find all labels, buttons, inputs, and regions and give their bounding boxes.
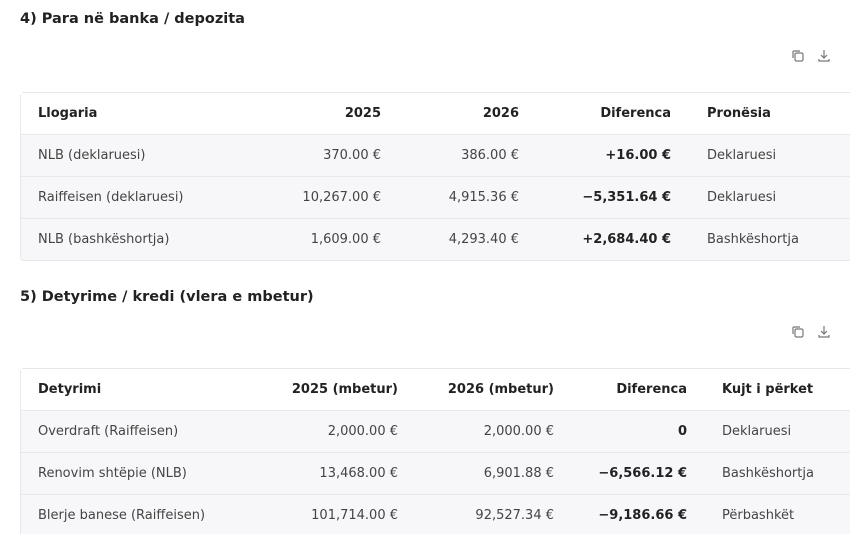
- download-icon[interactable]: [816, 48, 832, 64]
- column-header: Llogaria: [38, 106, 98, 121]
- table: Llogaria 2025 2026 Diferenca Pronësia NLB (de…: [20, 92, 850, 261]
- table-cell: 10,267.00 €: [302, 190, 381, 205]
- column-header: Diferenca: [600, 106, 671, 121]
- table-cell: 101,714.00 €: [311, 508, 398, 523]
- table-cell: 1,609.00 €: [310, 232, 381, 247]
- column-header: 2025: [344, 106, 381, 121]
- header-row: Detyrimi 2025 (mbetur) 2026 (mbetur) Difere…: [21, 369, 850, 410]
- table-cell: Deklaruesi: [722, 424, 792, 439]
- table-cell: 0: [677, 424, 687, 439]
- column-header: 2026 (mbetur): [447, 382, 554, 397]
- table-row: Overdraft (Raiffeisen) 2,000.00 € 2,000.00…: [21, 410, 850, 452]
- table-cell: Bashkëshortja: [707, 232, 799, 247]
- table-cell: 386.00 €: [461, 148, 519, 163]
- section-title: 5) Detyrime / kredi (vlera e mbetur): [20, 289, 314, 305]
- table-cell: 370.00 €: [323, 148, 381, 163]
- column-header: Diferenca: [616, 382, 687, 397]
- copy-icon[interactable]: [790, 48, 806, 64]
- toolbar: [790, 324, 850, 344]
- table-row: Raiffeisen (deklaruesi) 10,267.00 € 4,915.…: [21, 176, 850, 218]
- table: Detyrimi 2025 (mbetur) 2026 (mbetur) Difere…: [20, 368, 850, 534]
- column-header: Detyrimi: [38, 382, 102, 397]
- download-icon[interactable]: [816, 324, 832, 340]
- table-cell: NLB (deklaruesi): [38, 148, 146, 163]
- column-header: Kujt i përket: [722, 382, 814, 397]
- table-cell: −5,351.64 €: [582, 190, 671, 205]
- table-row: NLB (deklaruesi) 370.00 € 386.00 € +16.00 €…: [21, 134, 850, 176]
- table-cell: NLB (bashkëshortja): [38, 232, 170, 247]
- table-cell: +2,684.40 €: [582, 232, 671, 247]
- table-cell: 6,901.88 €: [483, 466, 554, 481]
- table-cell: +16.00 €: [605, 148, 671, 163]
- table-row: Blerje banese (Raiffeisen) 101,714.00 € 92…: [21, 494, 850, 534]
- table-cell: Bashkëshortja: [722, 466, 814, 481]
- table-cell: Blerje banese (Raiffeisen): [38, 508, 206, 523]
- table-row: NLB (bashkëshortja) 1,609.00 € 4,293.40 € +…: [21, 218, 850, 260]
- table-cell: Renovim shtëpie (NLB): [38, 466, 187, 481]
- table-cell: 92,527.34 €: [475, 508, 554, 523]
- column-header: 2025 (mbetur): [291, 382, 398, 397]
- table-cell: 4,293.40 €: [448, 232, 519, 247]
- table-cell: Përbashkët: [722, 508, 795, 523]
- table-cell: Overdraft (Raiffeisen): [38, 424, 179, 439]
- table-cell: Raiffeisen (deklaruesi): [38, 190, 184, 205]
- column-header: Pronësia: [707, 106, 771, 121]
- table-cell: 4,915.36 €: [448, 190, 519, 205]
- toolbar: [790, 48, 850, 68]
- table-cell: 2,000.00 €: [483, 424, 554, 439]
- table-cell: Deklaruesi: [707, 190, 777, 205]
- copy-icon[interactable]: [790, 324, 806, 340]
- table-cell: 13,468.00 €: [319, 466, 398, 481]
- table-cell: 2,000.00 €: [327, 424, 398, 439]
- table-cell: Deklaruesi: [707, 148, 777, 163]
- section-title: 4) Para në banka / depozita: [20, 11, 245, 27]
- table-cell: −6,566.12 €: [598, 466, 687, 481]
- header-row: Llogaria 2025 2026 Diferenca Pronësia: [21, 93, 850, 134]
- table-row: Renovim shtëpie (NLB) 13,468.00 € 6,901.88…: [21, 452, 850, 494]
- table-cell: −9,186.66 €: [598, 508, 687, 523]
- column-header: 2026: [482, 106, 519, 121]
